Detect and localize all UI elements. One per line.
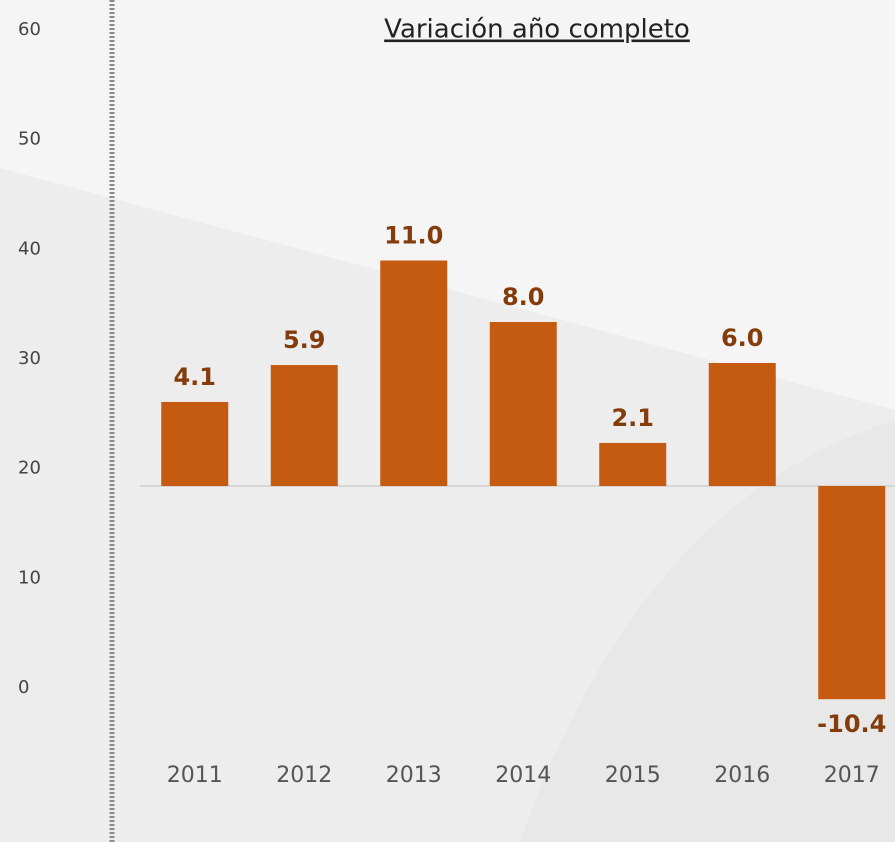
background-curve — [520, 420, 895, 842]
bar — [599, 442, 667, 486]
x-tick-label: 2016 — [714, 763, 770, 788]
data-label: 11.0 — [384, 222, 443, 250]
data-label: -10.4 — [817, 710, 886, 738]
data-label: 4.1 — [173, 363, 216, 391]
data-label: 6.0 — [721, 324, 764, 352]
x-tick-label: 2012 — [276, 763, 332, 788]
y-tick-label: 10 — [18, 567, 41, 588]
x-tick-label: 2015 — [605, 763, 661, 788]
y-tick-label: 20 — [18, 458, 41, 479]
data-label: 2.1 — [611, 404, 654, 432]
x-tick-label: 2013 — [386, 763, 442, 788]
y-tick-label: 0 — [18, 677, 29, 698]
bar — [489, 322, 557, 486]
bar — [270, 365, 338, 486]
bar — [161, 401, 229, 486]
chart-title: Variación año completo — [384, 15, 690, 45]
bar — [818, 486, 886, 700]
x-tick-label: 2014 — [495, 763, 551, 788]
bar — [708, 363, 776, 486]
y-tick-label: 50 — [18, 129, 41, 150]
background-highlight — [0, 0, 895, 410]
y-tick-label: 40 — [18, 238, 41, 259]
data-label: 8.0 — [502, 283, 545, 311]
x-tick-label: 2017 — [824, 763, 880, 788]
y-tick-label: 60 — [18, 19, 41, 40]
bar — [380, 260, 448, 486]
data-label: 5.9 — [283, 326, 326, 354]
y-tick-label: 30 — [18, 348, 41, 369]
x-tick-label: 2011 — [167, 763, 223, 788]
